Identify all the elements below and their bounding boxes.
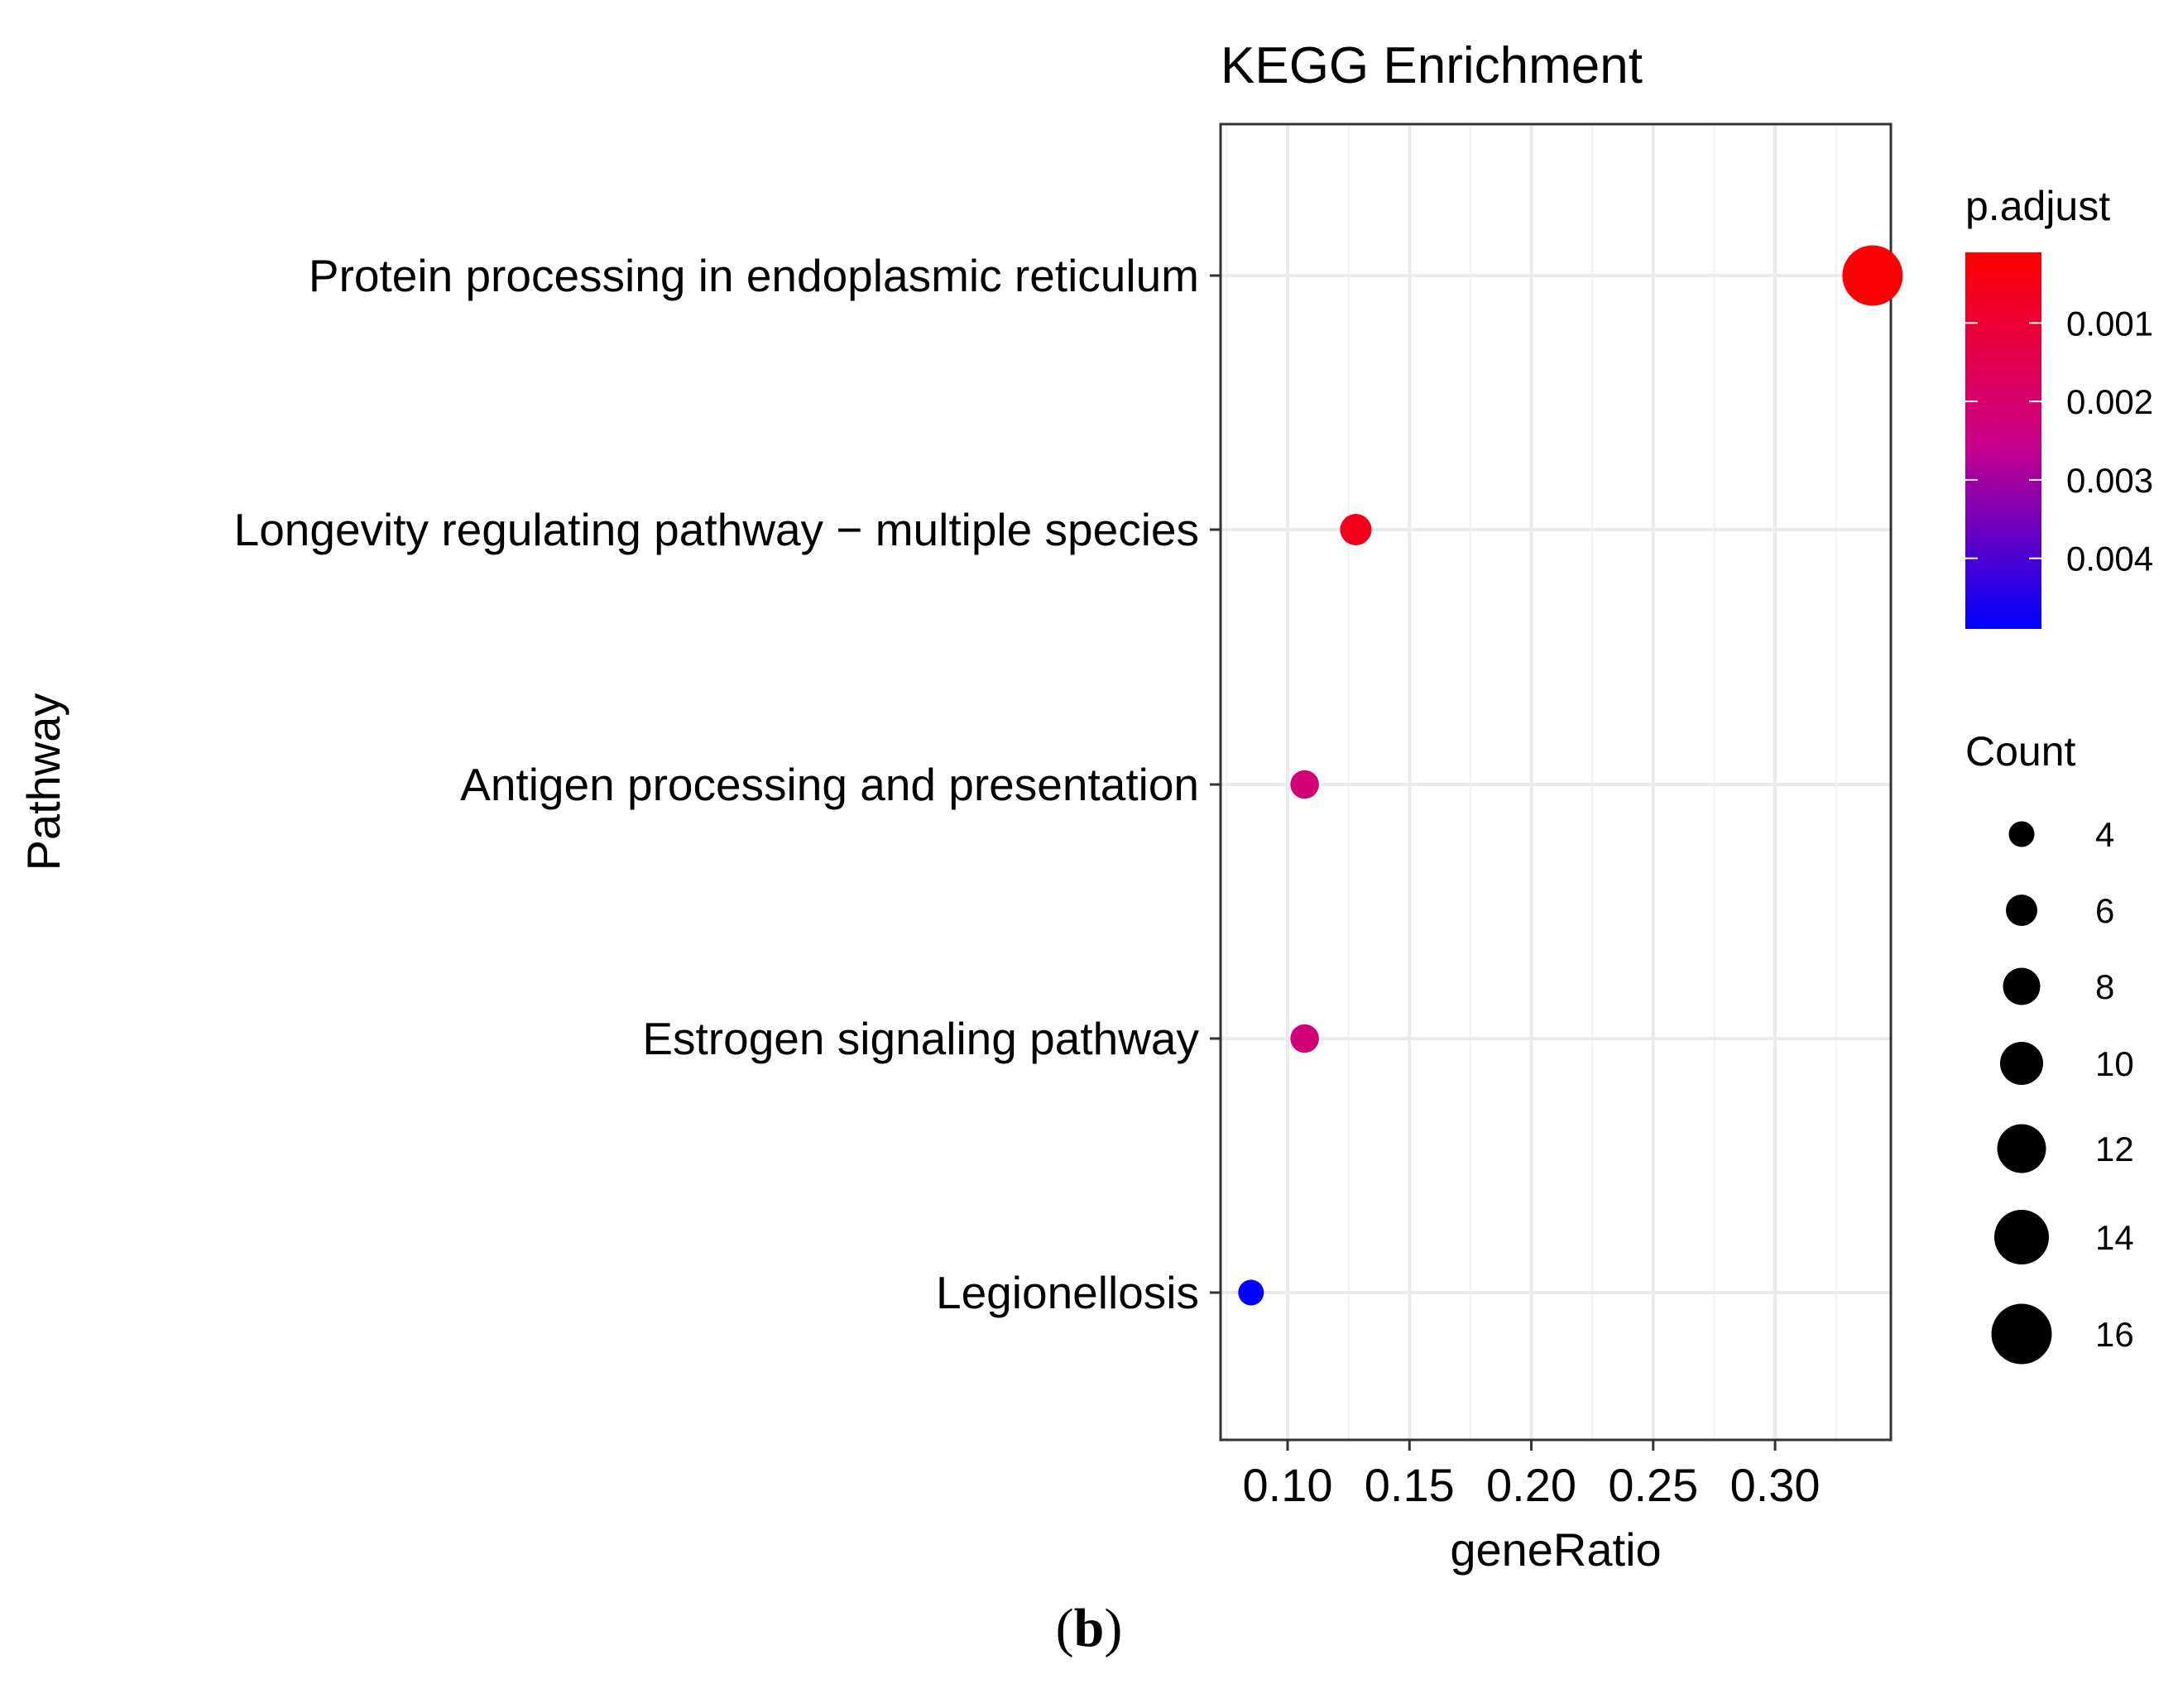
- y-tick-label: Antigen processing and presentation: [460, 759, 1199, 810]
- color-break-label: 0.001: [2066, 304, 2153, 343]
- size-legend-label: 12: [2095, 1130, 2134, 1168]
- size-legend-label: 8: [2095, 967, 2114, 1006]
- x-tick-label: 0.10: [1243, 1459, 1333, 1511]
- size-legend-label: 10: [2095, 1044, 2134, 1083]
- data-points: [1238, 245, 1903, 1306]
- size-legend-label: 4: [2095, 815, 2114, 854]
- size-legend-label: 16: [2095, 1315, 2134, 1354]
- size-legend-label: 14: [2095, 1218, 2134, 1257]
- panel-label-open: (: [1055, 1598, 1074, 1658]
- size-legend-circle: [1994, 1210, 2049, 1264]
- data-point: [1238, 1279, 1264, 1306]
- color-break-label: 0.002: [2066, 382, 2153, 421]
- color-break-label: 0.003: [2066, 461, 2153, 500]
- x-axis-ticks: 0.10 0.15 0.20 0.25 0.30: [1243, 1440, 1821, 1511]
- grid-lines: [1221, 124, 1891, 1440]
- size-legend-label: 6: [2095, 891, 2114, 930]
- y-axis-ticks: Protein processing in endoplasmic reticu…: [234, 250, 1221, 1318]
- data-point: [1290, 770, 1319, 799]
- color-legend-breaks: 0.001 0.002 0.003 0.004: [1965, 304, 2153, 578]
- y-tick-label: Estrogen signaling pathway: [642, 1013, 1199, 1064]
- color-legend: p.adjust 0.001 0.002 0.003 0.004: [1965, 183, 2153, 629]
- size-legend-circle: [2008, 821, 2035, 847]
- panel-label-close: ): [1104, 1598, 1123, 1658]
- color-legend-bar: [1965, 252, 2041, 629]
- data-point: [1842, 245, 1903, 306]
- size-legend-circle: [2000, 1042, 2043, 1085]
- size-legend-title: Count: [1965, 728, 2076, 775]
- panel-label-letter: b: [1073, 1598, 1105, 1658]
- data-point: [1340, 514, 1372, 545]
- x-tick-label: 0.20: [1486, 1459, 1576, 1511]
- chart-title: KEGG Enrichment: [1221, 37, 1643, 94]
- y-tick-label: Protein processing in endoplasmic reticu…: [309, 250, 1199, 301]
- y-tick-label: Longevity regulating pathway − multiple …: [234, 504, 1199, 555]
- y-tick-label: Legionellosis: [936, 1267, 1199, 1318]
- x-tick-label: 0.15: [1365, 1459, 1455, 1511]
- size-legend-circle: [2003, 967, 2041, 1005]
- size-legend-entries: 4 6 8 10 12 14 16: [1991, 815, 2134, 1365]
- size-legend-circle: [1997, 1124, 2046, 1173]
- size-legend-circle: [1991, 1303, 2052, 1365]
- x-tick-label: 0.30: [1730, 1459, 1821, 1511]
- x-tick-label: 0.25: [1608, 1459, 1698, 1511]
- color-legend-title: p.adjust: [1965, 183, 2110, 229]
- data-point: [1290, 1024, 1319, 1053]
- color-break-label: 0.004: [2066, 540, 2153, 578]
- panel-label: (b): [0, 1597, 2178, 1660]
- y-axis-title: Pathway: [17, 693, 70, 871]
- size-legend: Count 4 6 8 10 12 14 16: [1965, 728, 2134, 1365]
- x-axis-title: geneRatio: [1450, 1523, 1661, 1576]
- plot-panel-border: [1219, 122, 1893, 1442]
- size-legend-circle: [2006, 895, 2037, 926]
